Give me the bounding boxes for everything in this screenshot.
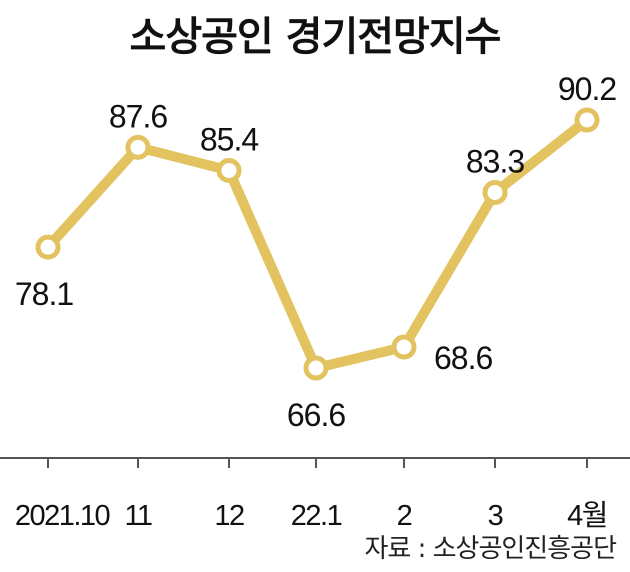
data-label: 66.6 <box>287 397 345 433</box>
x-axis <box>0 457 630 468</box>
data-label: 83.3 <box>466 144 524 180</box>
data-label: 85.4 <box>200 121 258 157</box>
data-point <box>574 107 600 133</box>
source-note: 자료 : 소상공인진흥공단 <box>364 534 617 564</box>
data-points <box>35 107 600 381</box>
data-label: 78.1 <box>15 276 73 312</box>
x-tick-label: 4월 <box>567 499 607 532</box>
data-point <box>216 157 242 183</box>
x-tick-label: 11 <box>124 500 151 532</box>
data-point <box>35 234 61 260</box>
data-point <box>391 334 417 360</box>
data-labels: 78.1 87.6 85.4 66.6 68.6 83.3 90.2 <box>15 71 617 433</box>
data-label: 90.2 <box>558 71 616 107</box>
data-point <box>482 180 508 206</box>
x-tick-label: 2021.10 <box>15 500 110 532</box>
x-tick-label: 22.1 <box>291 500 342 532</box>
chart-title: 소상공인 경기전망지수 <box>129 14 502 60</box>
data-label: 68.6 <box>434 340 492 376</box>
data-point <box>303 355 329 381</box>
x-tick-label: 3 <box>488 500 503 532</box>
x-tick-label: 12 <box>214 500 244 532</box>
x-tick-labels: 2021.10 11 12 22.1 2 3 4월 <box>15 499 609 532</box>
data-label: 87.6 <box>109 98 167 134</box>
x-tick-label: 2 <box>397 500 412 532</box>
data-point <box>125 134 151 160</box>
